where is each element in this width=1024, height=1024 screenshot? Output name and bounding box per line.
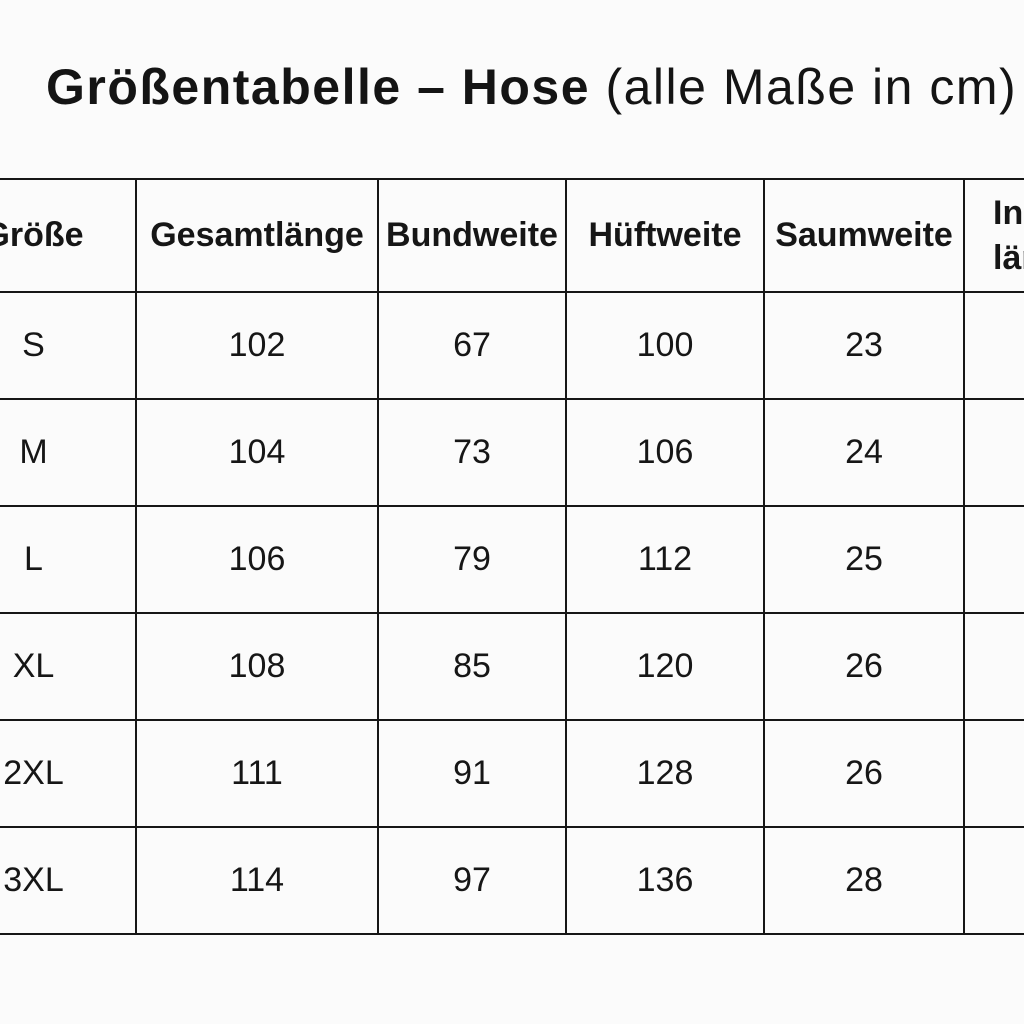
value-cell: 104 [135,398,379,507]
size-table: Größe Gesamtlänge Bundweite Hüftweite Sa… [0,178,1024,935]
table-row-3xl: 3XL 114 97 136 28 [0,826,1024,935]
value-cell [963,291,1024,400]
value-cell: 112 [565,505,765,614]
table-row-l: L 106 79 112 25 [0,505,1024,614]
value-cell: 73 [377,398,567,507]
value-cell: 111 [135,719,379,828]
value-cell: 97 [377,826,567,935]
page-title-main: Größentabelle – Hose [46,59,591,115]
page-title-suffix: (alle Maße in cm) [590,59,1018,115]
size-cell: XL [0,612,137,721]
table-row-s: S 102 67 100 23 [0,291,1024,400]
size-cell: 2XL [0,719,137,828]
table-row-m: M 104 73 106 24 [0,398,1024,507]
column-header-innenbeinlaenge-line1: Innenbein [993,194,1024,233]
value-cell: 102 [135,291,379,400]
value-cell: 24 [763,398,965,507]
value-cell: 79 [377,505,567,614]
size-cell: 3XL [0,826,137,935]
value-cell: 120 [565,612,765,721]
value-cell: 67 [377,291,567,400]
column-header-hueftweite: Hüftweite [565,178,765,293]
value-cell: 114 [135,826,379,935]
value-cell: 28 [763,826,965,935]
size-cell: S [0,291,137,400]
value-cell: 91 [377,719,567,828]
column-header-bundweite: Bundweite [377,178,567,293]
column-header-groesse: Größe [0,178,137,293]
value-cell [963,826,1024,935]
value-cell [963,505,1024,614]
table-row-2xl: 2XL 111 91 128 26 [0,719,1024,828]
value-cell [963,612,1024,721]
column-header-innenbeinlaenge-line2: länge [993,238,1024,277]
column-header-innenbeinlaenge: Innenbein länge [963,178,1024,293]
size-cell: M [0,398,137,507]
header-row: Größe Gesamtlänge Bundweite Hüftweite Sa… [0,178,1024,293]
value-cell: 85 [377,612,567,721]
value-cell: 26 [763,719,965,828]
size-cell: L [0,505,137,614]
value-cell: 128 [565,719,765,828]
value-cell: 25 [763,505,965,614]
value-cell: 106 [135,505,379,614]
column-header-gesamtlaenge: Gesamtlänge [135,178,379,293]
value-cell: 23 [763,291,965,400]
table-row-xl: XL 108 85 120 26 [0,612,1024,721]
value-cell [963,398,1024,507]
value-cell: 100 [565,291,765,400]
column-header-saumweite: Saumweite [763,178,965,293]
value-cell: 26 [763,612,965,721]
value-cell: 108 [135,612,379,721]
value-cell: 136 [565,826,765,935]
page-title: Größentabelle – Hose (alle Maße in cm) [46,58,1017,116]
value-cell [963,719,1024,828]
value-cell: 106 [565,398,765,507]
